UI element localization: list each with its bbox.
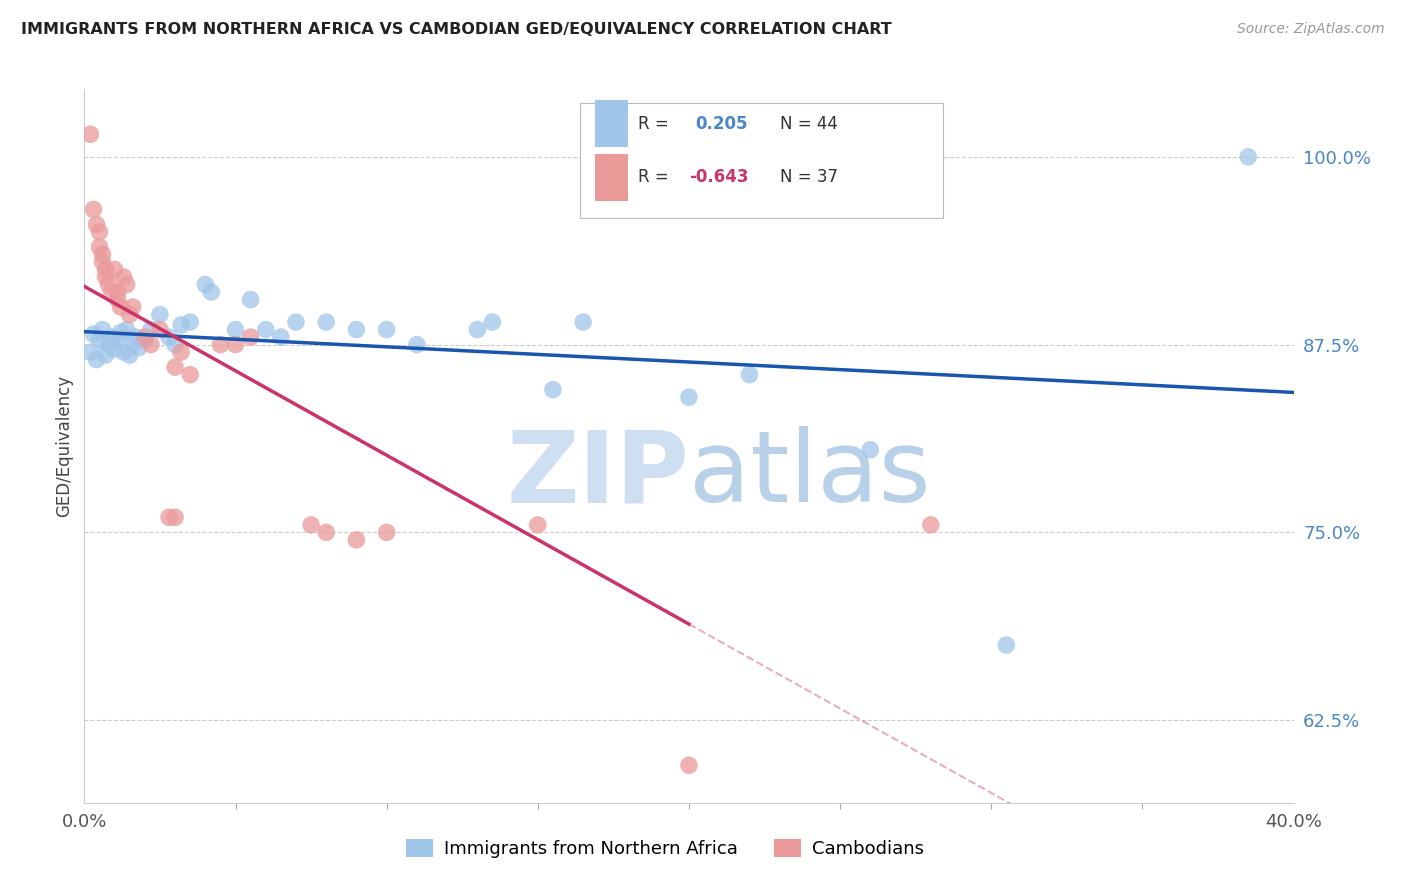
Point [134, 333, 156, 347]
Point [149, 308, 172, 322]
Point [118, 308, 141, 322]
Point [375, 525, 398, 540]
Point [200, 285, 222, 299]
Point [481, 315, 503, 329]
Point [1237, 150, 1260, 164]
Point [254, 322, 277, 336]
Point [91, 247, 114, 261]
Point [115, 277, 138, 292]
Bar [595, 154, 628, 201]
Point [406, 337, 429, 351]
Point [467, 322, 489, 336]
Point [97, 337, 120, 351]
Point [179, 315, 201, 329]
Point [170, 345, 193, 359]
Point [112, 270, 135, 285]
Point [100, 330, 122, 344]
Point [107, 333, 129, 347]
Text: Source: ZipAtlas.com: Source: ZipAtlas.com [1237, 22, 1385, 37]
Point [678, 758, 700, 772]
Point [125, 330, 148, 344]
Point [678, 390, 700, 404]
Text: -0.643: -0.643 [689, 169, 748, 186]
Point [995, 638, 1018, 652]
Point [121, 337, 143, 351]
Point [346, 322, 368, 336]
Point [165, 337, 187, 351]
Point [110, 326, 132, 340]
Text: R =: R = [638, 169, 669, 186]
Point [225, 322, 247, 336]
Point [225, 337, 247, 351]
Y-axis label: GED/Equivalency: GED/Equivalency [55, 375, 73, 517]
Point [91, 255, 114, 269]
Text: ZIP: ZIP [506, 426, 689, 523]
Point [315, 525, 337, 540]
Point [104, 262, 127, 277]
Point [79, 128, 101, 142]
Point [128, 341, 150, 355]
Point [239, 293, 262, 307]
Point [82, 202, 104, 217]
Point [94, 348, 117, 362]
Point [179, 368, 201, 382]
Point [79, 345, 101, 359]
Point [97, 277, 120, 292]
Point [100, 285, 122, 299]
Point [139, 322, 162, 336]
Point [94, 262, 117, 277]
Point [165, 360, 187, 375]
Point [107, 285, 129, 299]
Point [107, 293, 129, 307]
Point [285, 315, 308, 329]
Point [115, 322, 138, 336]
Text: 0.205: 0.205 [695, 115, 748, 133]
Point [89, 333, 111, 347]
FancyBboxPatch shape [581, 103, 943, 218]
Point [859, 442, 882, 457]
Point [157, 330, 180, 344]
Text: IMMIGRANTS FROM NORTHERN AFRICA VS CAMBODIAN GED/EQUIVALENCY CORRELATION CHART: IMMIGRANTS FROM NORTHERN AFRICA VS CAMBO… [21, 22, 891, 37]
Point [375, 322, 398, 336]
Point [82, 327, 104, 342]
Point [104, 342, 127, 356]
Point [239, 330, 262, 344]
Point [110, 300, 132, 314]
Point [134, 330, 156, 344]
Point [194, 277, 217, 292]
Point [346, 533, 368, 547]
Point [94, 270, 117, 285]
Bar [595, 101, 628, 147]
Point [89, 240, 111, 254]
Point [139, 337, 162, 351]
Text: N = 37: N = 37 [780, 169, 838, 186]
Point [112, 345, 135, 359]
Point [209, 337, 232, 351]
Point [170, 318, 193, 332]
Point [527, 517, 550, 532]
Point [270, 330, 292, 344]
Legend: Immigrants from Northern Africa, Cambodians: Immigrants from Northern Africa, Cambodi… [399, 831, 931, 865]
Text: N = 44: N = 44 [780, 115, 838, 133]
Point [86, 352, 108, 367]
Point [572, 315, 595, 329]
Point [118, 348, 141, 362]
Text: atlas: atlas [689, 426, 931, 523]
Point [541, 383, 564, 397]
Point [738, 368, 761, 382]
Point [157, 510, 180, 524]
Point [86, 218, 108, 232]
Point [299, 517, 322, 532]
Point [920, 517, 942, 532]
Text: R =: R = [638, 115, 669, 133]
Point [315, 315, 337, 329]
Point [89, 225, 111, 239]
Point [121, 300, 143, 314]
Point [91, 322, 114, 336]
Point [149, 322, 172, 336]
Point [165, 510, 187, 524]
